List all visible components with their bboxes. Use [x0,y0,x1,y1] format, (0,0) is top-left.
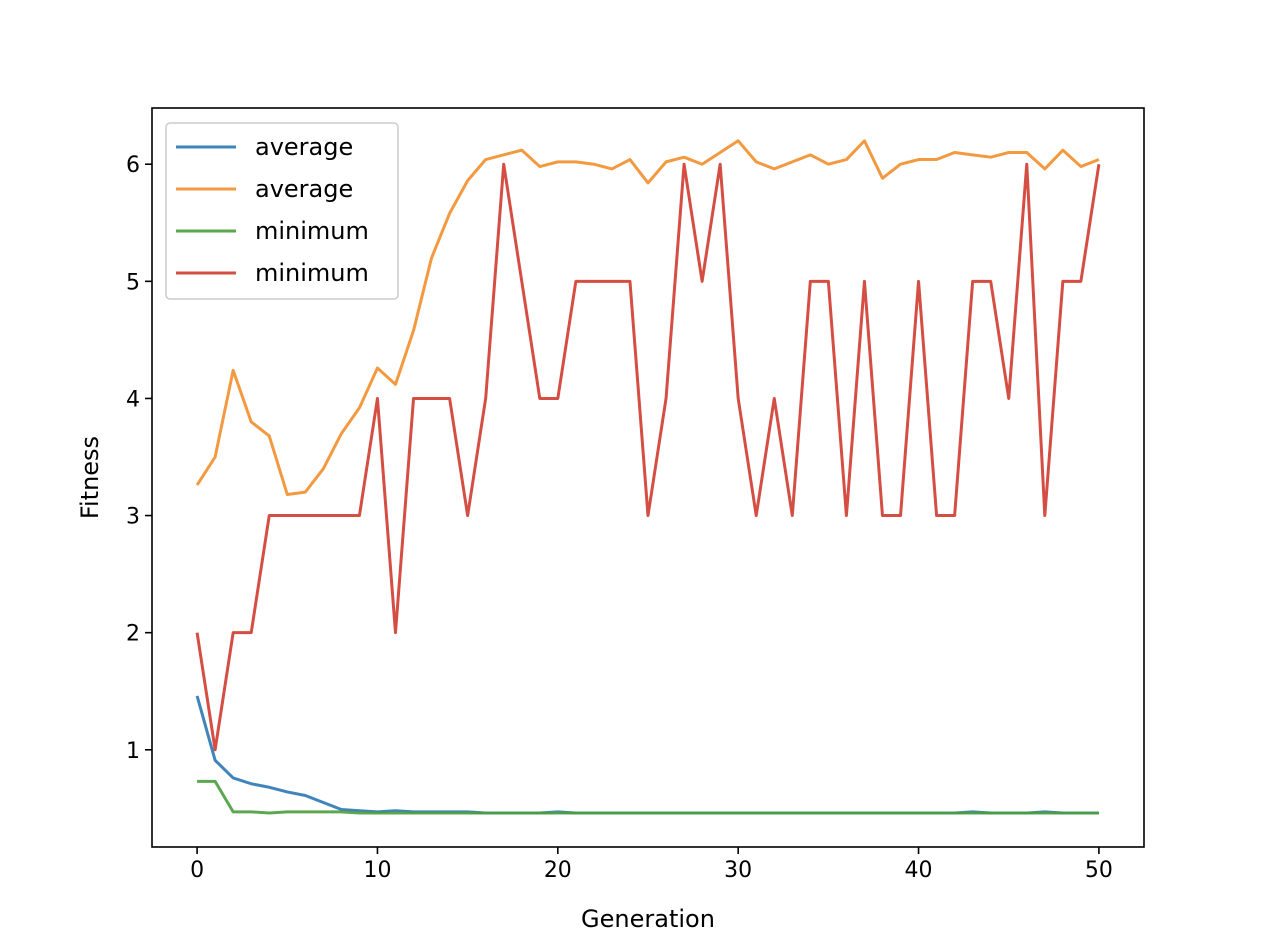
y-tick-label: 1 [126,739,140,764]
series-line-4-minimum [195,162,1101,752]
x-tick-label: 0 [190,858,204,883]
legend-label: average [255,133,353,161]
y-tick-label: 6 [126,153,140,178]
y-tick-label: 2 [126,622,140,647]
x-axis-ticks: 0 10 20 30 40 50 [190,847,1113,883]
y-axis-ticks: 1 2 3 4 5 6 [126,153,152,764]
x-tick-label: 40 [905,858,933,883]
y-tick-label: 5 [126,270,140,295]
series-layer [195,139,1101,815]
x-tick-label: 50 [1085,858,1113,883]
x-axis-label: Generation [581,905,715,933]
legend-box [165,122,399,300]
x-tick-label: 20 [544,858,572,883]
series-line-3-minimum [197,779,1099,815]
y-tick-label: 4 [126,387,140,412]
legend-label: minimum [255,217,369,245]
y-axis-label: Fitness [76,436,104,519]
legend: average average minimum minimum [165,122,399,300]
plot-frame [151,107,1145,848]
x-tick-label: 10 [363,858,391,883]
legend-label: minimum [255,259,369,287]
legend-label: average [255,175,353,203]
x-tick-label: 30 [724,858,752,883]
y-tick-label: 3 [126,505,140,530]
series-line-2-average [195,139,1100,496]
